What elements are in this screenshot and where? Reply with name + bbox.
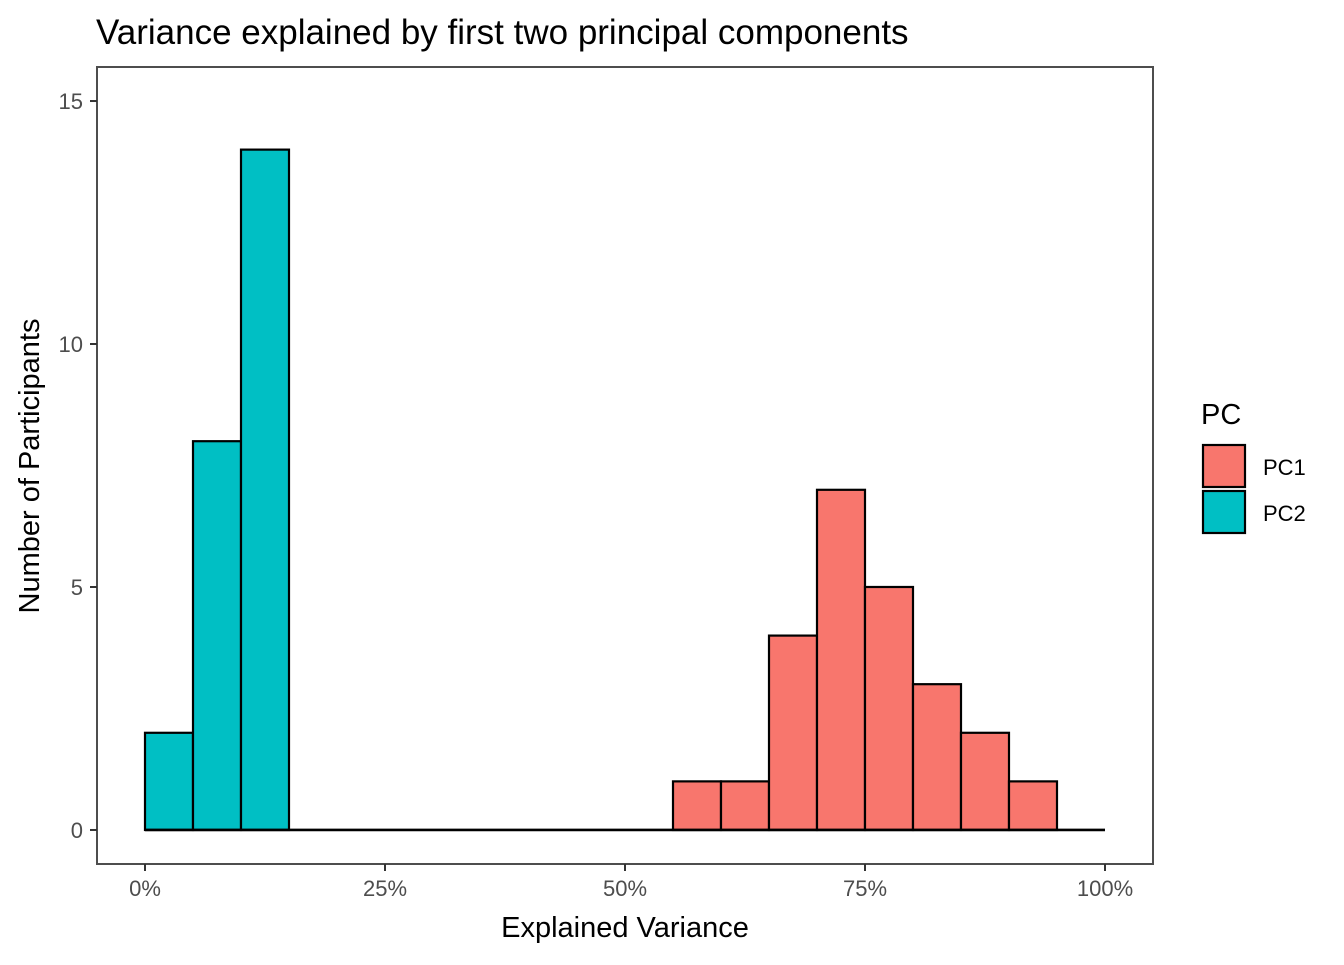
bar-pc1-2 (767, 634, 819, 832)
x-tick-label-0: 0% (129, 876, 161, 901)
bar-pc1-0 (671, 780, 723, 832)
x-tick-label-3: 75% (843, 876, 887, 901)
legend-items: PC1 PC2 (1201, 443, 1306, 535)
legend-swatch-pc1 (1201, 443, 1247, 489)
bar-pc1-3 (815, 488, 867, 832)
legend: PC PC1 PC2 (1201, 399, 1306, 535)
series-pc1 (671, 488, 1059, 832)
bar-pc1-4 (863, 585, 915, 832)
y-tick-label-3: 15 (59, 89, 83, 114)
bar-pc1-6 (959, 731, 1011, 832)
y-axis: 0 5 10 15 (59, 89, 97, 843)
bar-pc1-1 (719, 780, 771, 832)
y-axis-title: Number of Participants (14, 319, 46, 614)
y-tick-label-0: 0 (71, 818, 83, 843)
legend-swatch-pc2 (1201, 489, 1247, 535)
x-tick-label-2: 50% (603, 876, 647, 901)
bar-pc1-5 (911, 683, 963, 832)
x-axis-title: Explained Variance (501, 912, 749, 944)
series-pc2 (143, 148, 291, 832)
chart-title: Variance explained by first two principa… (96, 13, 909, 52)
legend-label-pc1: PC1 (1263, 455, 1306, 480)
bar-pc2-0 (143, 731, 195, 832)
bars-layer (143, 148, 1059, 832)
bar-pc2-2 (239, 148, 291, 832)
x-tick-label-4: 100% (1077, 876, 1133, 901)
legend-item-pc2: PC2 (1201, 489, 1306, 535)
legend-item-pc1: PC1 (1201, 443, 1306, 489)
legend-label-pc2: PC2 (1263, 501, 1306, 526)
y-tick-label-2: 10 (59, 332, 83, 357)
x-axis: 0% 25% 50% 75% 100% (129, 864, 1133, 901)
bar-pc2-1 (191, 440, 243, 832)
y-tick-label-1: 5 (71, 575, 83, 600)
x-tick-label-1: 25% (363, 876, 407, 901)
legend-title: PC (1201, 399, 1241, 431)
bar-pc1-7 (1007, 780, 1059, 832)
